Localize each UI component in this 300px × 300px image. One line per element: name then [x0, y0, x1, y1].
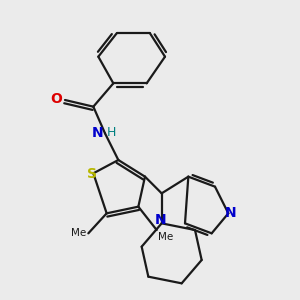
- Text: S: S: [87, 167, 97, 181]
- Text: H: H: [106, 126, 116, 139]
- Text: O: O: [51, 92, 63, 106]
- Text: Me: Me: [158, 232, 174, 242]
- Text: Me: Me: [71, 228, 87, 238]
- Text: N: N: [155, 213, 167, 227]
- Text: N: N: [225, 206, 237, 220]
- Text: N: N: [92, 126, 103, 140]
